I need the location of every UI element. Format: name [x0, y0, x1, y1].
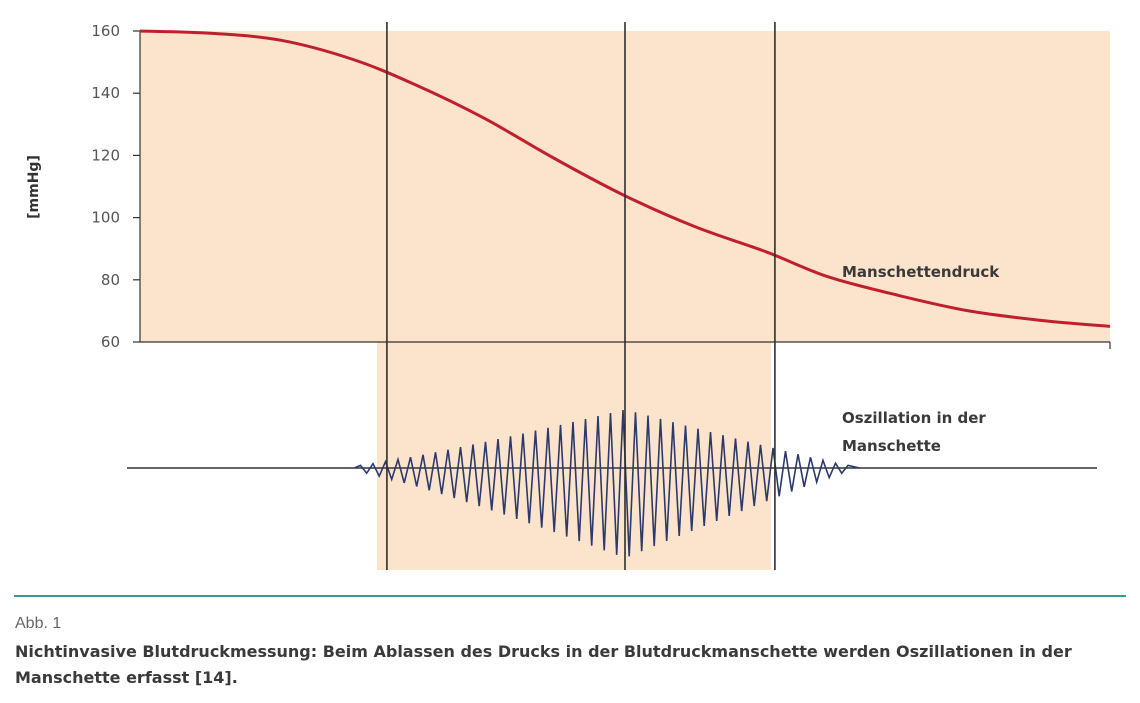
caption-divider: [14, 595, 1126, 597]
oscillometric-chart: 60 80 100 120 140 160 [mmHg] Manschettendruck…: [26, 22, 1111, 570]
figure-label: Abb. 1: [15, 615, 62, 632]
y-axis-label: [mmHg]: [26, 155, 42, 219]
oscillation-annotation-line-1: Oszillation in der: [842, 409, 986, 427]
y-tick-label: 80: [101, 271, 120, 289]
y-tick-label: 120: [91, 146, 120, 164]
oscillation-wave: [354, 409, 860, 557]
y-tick-label: 160: [91, 22, 120, 40]
y-tick-label: 100: [91, 209, 120, 227]
pressure-annotation: Manschettendruck: [842, 263, 1000, 281]
y-tick-label: 60: [101, 333, 120, 351]
oscillation-annotation-line-2: Manschette: [842, 437, 941, 455]
figure-caption: Nichtinvasive Blutdruckmessung: Beim Abl…: [15, 642, 1072, 687]
y-axis-ticks: 60 80 100 120 140 160: [91, 22, 140, 351]
y-tick-label: 140: [91, 84, 120, 102]
